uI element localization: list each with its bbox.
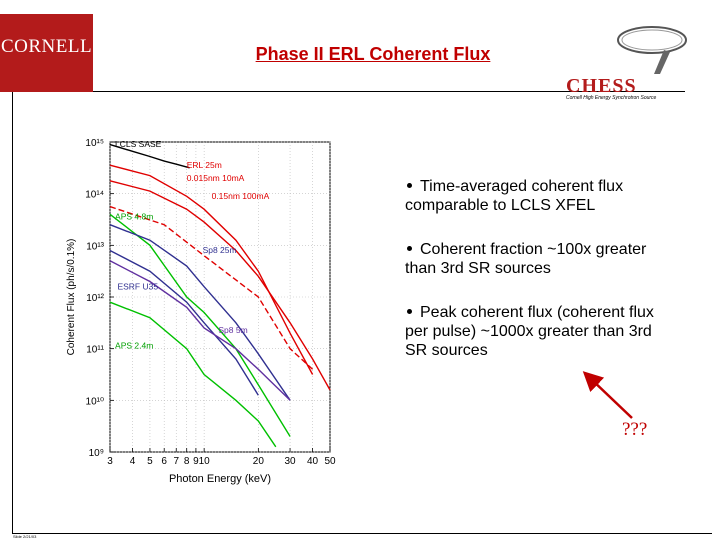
series-line xyxy=(109,301,277,448)
y-tick-label: 10¹⁴ xyxy=(85,190,104,201)
x-tick-label: 6 xyxy=(161,456,167,467)
x-tick-label: 50 xyxy=(324,456,336,467)
series-annotation: ESRF U35 xyxy=(117,281,158,291)
coherent-flux-chart: 3 4 5 6 7 8 9 10 20 30 40 50 10⁹ 10¹⁰ 10¹¹ 10¹² 10¹³ 10¹⁴… xyxy=(66,138,336,485)
x-tick-label: 30 xyxy=(284,456,296,467)
cornell-logo: CORNELL xyxy=(0,36,93,57)
y-tick-label: 10⁹ xyxy=(89,448,104,459)
bullet-item: Coherent fraction ~100x greater than 3rd… xyxy=(405,240,665,278)
series-line xyxy=(109,164,314,375)
series-annotation: Sp8 5m xyxy=(218,325,247,335)
bullet-dot-icon xyxy=(407,309,412,314)
x-tick-label: 7 xyxy=(173,456,179,467)
series-line xyxy=(109,205,314,370)
chess-subtitle: Cornell High Energy Synchrotron Source xyxy=(566,95,657,101)
bullet-text: Peak coherent flux (coherent flux per pu… xyxy=(405,304,654,359)
series-line xyxy=(109,224,291,401)
series-annotation: LCLS SASE xyxy=(115,139,162,149)
x-axis-label: Photon Energy (keV) xyxy=(169,473,271,485)
y-tick-label: 10¹³ xyxy=(86,241,104,252)
series-line xyxy=(109,260,291,401)
chess-logo: CHESS xyxy=(566,75,637,97)
series-line xyxy=(109,249,259,396)
x-tick-label: 8 xyxy=(184,456,190,467)
y-axis-label: Coherent Flux (ph/s/0.1%) xyxy=(66,239,77,356)
bullet-text: Coherent fraction ~100x greater than 3rd… xyxy=(405,241,647,277)
bullet-dot-icon xyxy=(407,183,412,188)
series-annotation: ERL 25m xyxy=(187,160,222,170)
title-rule xyxy=(93,91,685,92)
series-line xyxy=(109,180,331,391)
x-tick-label: 20 xyxy=(253,456,265,467)
series-annotation: 0.15nm 100mA xyxy=(212,191,270,201)
bullet-dot-icon xyxy=(407,246,412,251)
x-tick-label: 40 xyxy=(307,456,319,467)
bullet-item: Time-averaged coherent flux comparable t… xyxy=(405,177,665,215)
cornell-logo-box xyxy=(0,14,93,92)
bullet-text: Time-averaged coherent flux comparable t… xyxy=(405,178,624,214)
y-tick-label: 10¹⁰ xyxy=(86,396,104,407)
footer-text: Slide 2/21/03 xyxy=(13,534,37,539)
bottom-rule xyxy=(12,533,712,534)
y-tick-label: 10¹¹ xyxy=(86,345,104,356)
series-line xyxy=(109,143,190,169)
x-tick-label: 4 xyxy=(130,456,136,467)
series-annotation: APS 4.8m xyxy=(115,212,153,222)
bullet-item: Peak coherent flux (coherent flux per pu… xyxy=(405,303,665,360)
left-rule xyxy=(12,92,13,534)
x-tick-label: 3 xyxy=(107,456,113,467)
series-line xyxy=(109,213,291,437)
x-tick-label: 5 xyxy=(147,456,153,467)
x-tick-label: 9 xyxy=(193,456,199,467)
question-marks: ??? xyxy=(622,419,648,440)
slide-title: Phase II ERL Coherent Flux xyxy=(255,44,491,64)
series-annotation: Sp8 25m xyxy=(203,245,237,255)
chess-ring-icon xyxy=(617,26,687,74)
x-tick-label: 10 xyxy=(199,456,211,467)
series-annotation: APS 2.4m xyxy=(115,341,153,351)
bullet-list: Time-averaged coherent flux comparable t… xyxy=(405,177,665,385)
y-tick-label: 10¹² xyxy=(86,293,104,304)
series-annotation: 0.015nm 10mA xyxy=(187,173,245,183)
y-tick-label: 10¹⁵ xyxy=(85,138,104,149)
